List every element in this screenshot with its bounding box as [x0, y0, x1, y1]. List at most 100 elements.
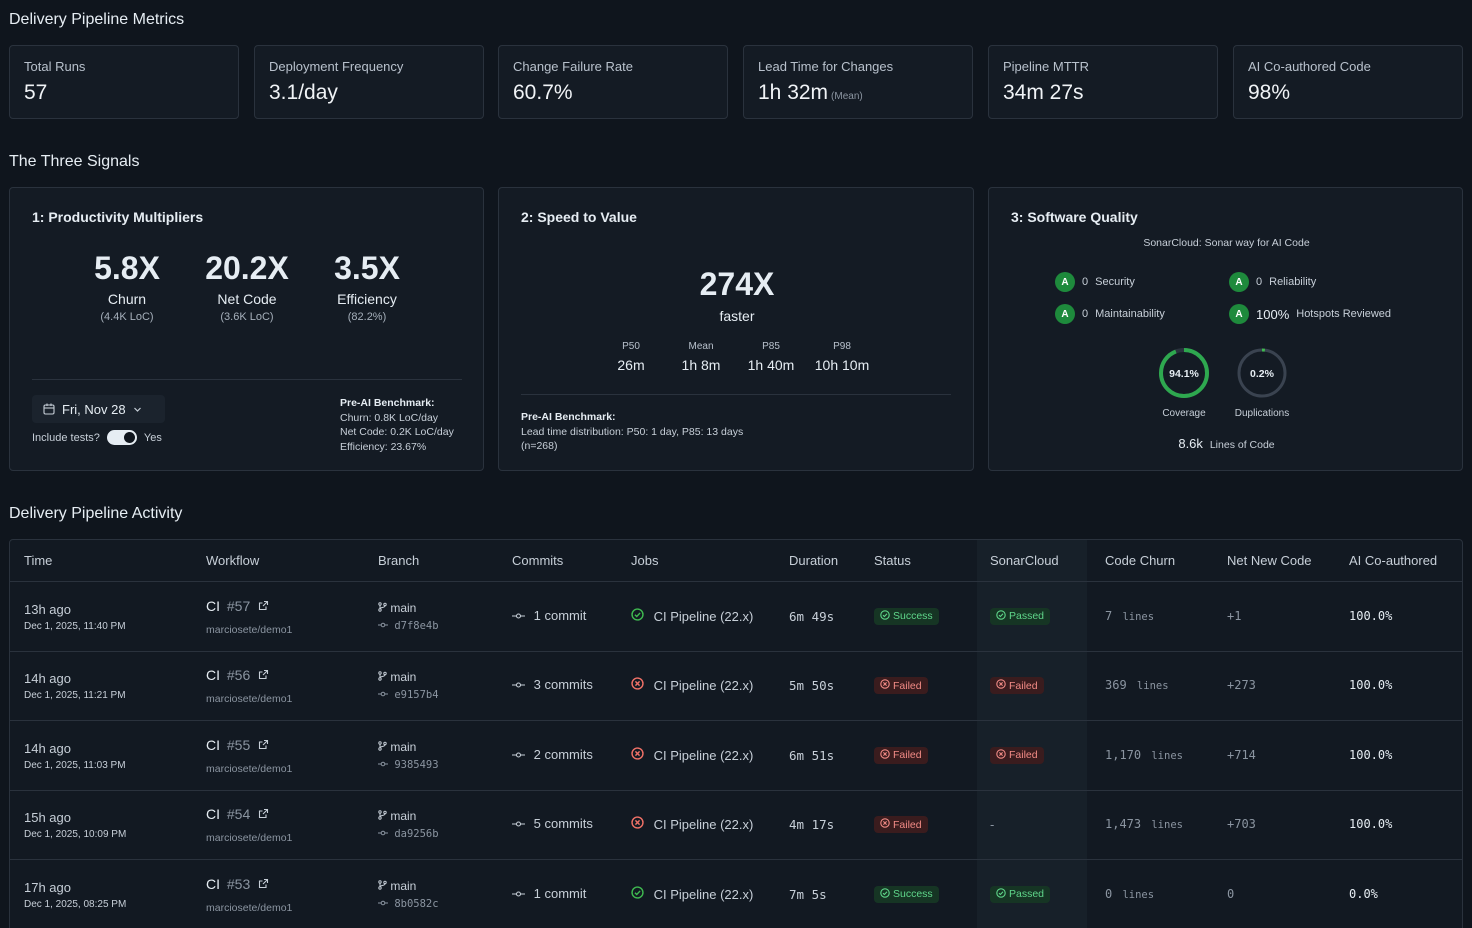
table-row[interactable]: 17h ago Dec 1, 2025, 08:25 PM CI #53 mar…: [10, 859, 1462, 928]
toggle-knob: [123, 432, 135, 443]
multiplier-value: 20.2X: [205, 250, 289, 286]
percentile-key: Mean: [688, 341, 714, 352]
ai-coauthored: 100.0%: [1349, 817, 1393, 832]
lines-of-code: 8.6k Lines of Code: [989, 436, 1464, 451]
x-circle-icon: [996, 679, 1006, 692]
job-entry[interactable]: CI Pipeline (22.x): [631, 677, 753, 693]
table-row[interactable]: 13h ago Dec 1, 2025, 11:40 PM CI #57 mar…: [10, 581, 1462, 651]
net-code-multiplier: 20.2X Net Code (3.6K LoC): [192, 250, 302, 323]
branch-name: main: [390, 809, 417, 824]
table-row[interactable]: 14h ago Dec 1, 2025, 11:21 PM CI #56 mar…: [10, 651, 1462, 721]
commits-count: 5 commits: [512, 816, 593, 831]
commits-label: 5 commits: [533, 816, 593, 832]
multiplier-detail: (4.4K LoC): [100, 311, 154, 323]
job-entry[interactable]: CI Pipeline (22.x): [631, 608, 753, 624]
external-link-icon[interactable]: [258, 600, 269, 611]
job-name: CI Pipeline (22.x): [653, 608, 754, 624]
percentile-key: P50: [622, 341, 640, 352]
commit-icon: [512, 613, 525, 619]
table-row[interactable]: 14h ago Dec 1, 2025, 11:03 PM CI #55 mar…: [10, 720, 1462, 790]
time-ago: 17h ago: [24, 879, 71, 895]
code-churn: 1,170 lines: [1105, 748, 1183, 762]
git-branch-icon: [378, 810, 387, 820]
workflow-link[interactable]: CI #56: [206, 667, 269, 683]
grade-reliability: A 0 Reliability: [1229, 272, 1316, 292]
commit-icon: [378, 830, 388, 836]
column-header[interactable]: Code Churn: [1105, 553, 1176, 568]
metric-number: 98%: [1248, 81, 1291, 104]
column-header[interactable]: Status: [874, 553, 911, 568]
column-header[interactable]: Net New Code: [1227, 553, 1312, 568]
workflow-link[interactable]: CI #54: [206, 806, 269, 822]
metric-label: Deployment Frequency: [269, 59, 404, 74]
column-header[interactable]: SonarCloud: [990, 553, 1059, 568]
benchmark-title: Pre-AI Benchmark:: [340, 397, 435, 409]
status-badge: Failed: [874, 746, 928, 764]
quality-title: 3: Software Quality: [1011, 209, 1138, 225]
metric-number: 57: [24, 81, 48, 104]
job-name: CI Pipeline (22.x): [653, 747, 754, 763]
column-header[interactable]: Jobs: [631, 553, 659, 568]
duration: 7m 5s: [789, 886, 827, 902]
check-circle-icon: [996, 888, 1006, 901]
check-circle-icon: [631, 886, 644, 902]
git-branch-icon: [378, 671, 387, 681]
divider: [32, 379, 462, 380]
job-entry[interactable]: CI Pipeline (22.x): [631, 747, 753, 763]
column-header[interactable]: AI Co-authored: [1349, 553, 1438, 568]
include-tests-toggle[interactable]: [106, 430, 137, 445]
coverage-arc: [1159, 348, 1209, 398]
commits-label: 3 commits: [533, 677, 593, 693]
commit-sha: 8b0582c: [378, 898, 439, 910]
check-circle-icon: [880, 610, 890, 623]
column-header[interactable]: Branch: [378, 553, 420, 568]
column-header[interactable]: Commits: [512, 553, 564, 568]
ai-coauthored: 100.0%: [1349, 678, 1393, 693]
external-link-icon[interactable]: [258, 669, 269, 680]
row-divider: [10, 650, 1462, 652]
metric-number: 1h 32m: [758, 81, 829, 104]
column-header[interactable]: Duration: [789, 553, 839, 568]
x-circle-icon: [880, 679, 890, 692]
coverage-value: 94.1%: [1169, 368, 1199, 380]
loc-value: 8.6k: [1178, 436, 1203, 451]
grade-label: Reliability: [1269, 276, 1317, 288]
coverage-ring: 94.1%: [1159, 348, 1209, 398]
run-number: #53: [226, 875, 251, 892]
productivity-benchmark: Pre-AI Benchmark: Churn: 0.8K LoC/day Ne…: [340, 396, 454, 454]
job-entry[interactable]: CI Pipeline (22.x): [631, 886, 753, 902]
workflow-link[interactable]: CI #57: [206, 598, 269, 614]
external-link-icon[interactable]: [258, 878, 269, 889]
check-circle-icon: [880, 888, 890, 901]
repo-name: marciosete/demo1: [206, 901, 293, 914]
commits-count: 2 commits: [512, 747, 593, 762]
status-label: Failed: [893, 818, 922, 831]
job-entry[interactable]: CI Pipeline (22.x): [631, 816, 753, 832]
status-label: Success: [893, 888, 933, 901]
date-picker-button[interactable]: Fri, Nov 28: [32, 395, 165, 423]
grade-count: 0: [1256, 276, 1263, 288]
external-link-icon[interactable]: [258, 808, 269, 819]
commit-icon: [378, 761, 388, 767]
table-row[interactable]: 15h ago Dec 1, 2025, 10:09 PM CI #54 mar…: [10, 790, 1462, 860]
sonar-badge: Passed: [990, 885, 1051, 903]
column-header[interactable]: Time: [24, 553, 53, 568]
percentile-key: P85: [762, 341, 780, 352]
column-header[interactable]: Workflow: [206, 553, 260, 568]
run-number: #57: [226, 597, 251, 614]
x-circle-icon: [631, 677, 644, 693]
net-new-code: +703: [1227, 817, 1256, 832]
code-churn: 7 lines: [1105, 609, 1154, 623]
workflow-link[interactable]: CI #53: [206, 876, 269, 892]
commit-sha: 9385493: [378, 759, 439, 771]
workflow-link[interactable]: CI #55: [206, 737, 269, 753]
page-title: Delivery Pipeline Metrics: [9, 11, 185, 28]
workflow-name: CI: [206, 667, 220, 684]
x-circle-icon: [631, 747, 644, 763]
external-link-icon[interactable]: [258, 739, 269, 750]
row-divider: [10, 581, 1462, 582]
commits-count: 3 commits: [512, 677, 593, 692]
commit-sha: d7f8e4b: [378, 620, 439, 632]
time-ago: 13h ago: [24, 601, 71, 617]
x-circle-icon: [996, 749, 1006, 762]
